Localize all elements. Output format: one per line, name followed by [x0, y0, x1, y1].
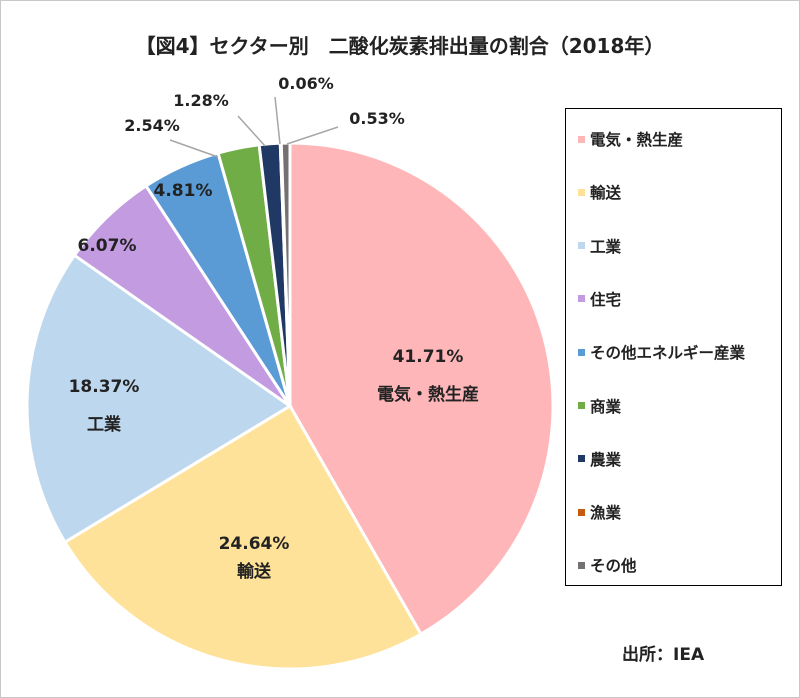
data-label-7: 0.06% — [278, 74, 334, 93]
category-label-0: 電気・熱生産 — [377, 384, 479, 405]
legend-item-0: 電気・熱生産 — [578, 127, 683, 151]
legend: 電気・熱生産 輸送工業住宅その他エネルギー産業 商業農業漁業その他 — [565, 108, 782, 586]
data-label-5: 2.54% — [124, 116, 180, 135]
data-label-2: 18.37% — [69, 377, 140, 397]
legend-item-5: 商業 — [578, 394, 621, 418]
data-label-0: 41.71% — [393, 347, 464, 367]
legend-item-8: その他 — [578, 553, 637, 577]
legend-swatch-0 — [578, 135, 585, 143]
leader-line-7 — [274, 96, 281, 145]
legend-label-6: 農業 — [590, 450, 622, 469]
legend-label-0: 電気・熱生産 — [590, 131, 684, 149]
pie-slice-0 — [288, 141, 555, 637]
legend-swatch-5 — [578, 402, 585, 409]
pie-slice-1 — [62, 403, 423, 671]
legend-label-2: 工業 — [590, 237, 622, 256]
legend-item-3: 住宅 — [578, 287, 621, 311]
legend-label-5: 商業 — [590, 397, 622, 416]
legend-item-4: その他エネルギー産業 — [578, 340, 745, 364]
data-label-8: 0.53% — [349, 109, 405, 128]
legend-item-6: 農業 — [578, 447, 621, 471]
legend-item-2: 工業 — [578, 234, 621, 258]
legend-swatch-8 — [578, 561, 585, 569]
legend-swatch-4 — [578, 348, 585, 356]
legend-label-1: 輸送 — [590, 184, 622, 203]
legend-item-7: 漁業 — [578, 500, 621, 524]
data-label-6: 1.28% — [173, 91, 229, 110]
data-label-4: 4.81% — [154, 181, 213, 201]
chart-title: 【図4】セクター別 二酸化炭素排出量の割合（2018年） — [135, 34, 665, 58]
legend-swatch-7 — [578, 508, 585, 516]
legend-swatch-1 — [578, 188, 585, 196]
legend-swatch-3 — [578, 295, 585, 303]
leader-line-6 — [237, 115, 266, 147]
leader-line-8 — [286, 126, 339, 145]
data-label-3: 6.07% — [78, 236, 137, 256]
legend-swatch-2 — [578, 242, 585, 250]
legend-label-8: その他 — [590, 557, 637, 576]
leader-line-5 — [169, 139, 219, 158]
legend-item-1: 輸送 — [578, 180, 621, 204]
data-label-1: 24.64% — [219, 534, 290, 554]
legend-label-7: 漁業 — [590, 504, 622, 523]
category-label-2: 工業 — [87, 414, 121, 435]
legend-label-3: 住宅 — [590, 290, 622, 309]
legend-label-4: その他エネルギー産業 — [590, 344, 746, 363]
pie-slice-2 — [25, 253, 293, 545]
source-note: 出所：IEA — [622, 645, 705, 665]
category-label-1: 輸送 — [237, 561, 272, 582]
legend-swatch-6 — [578, 455, 585, 463]
